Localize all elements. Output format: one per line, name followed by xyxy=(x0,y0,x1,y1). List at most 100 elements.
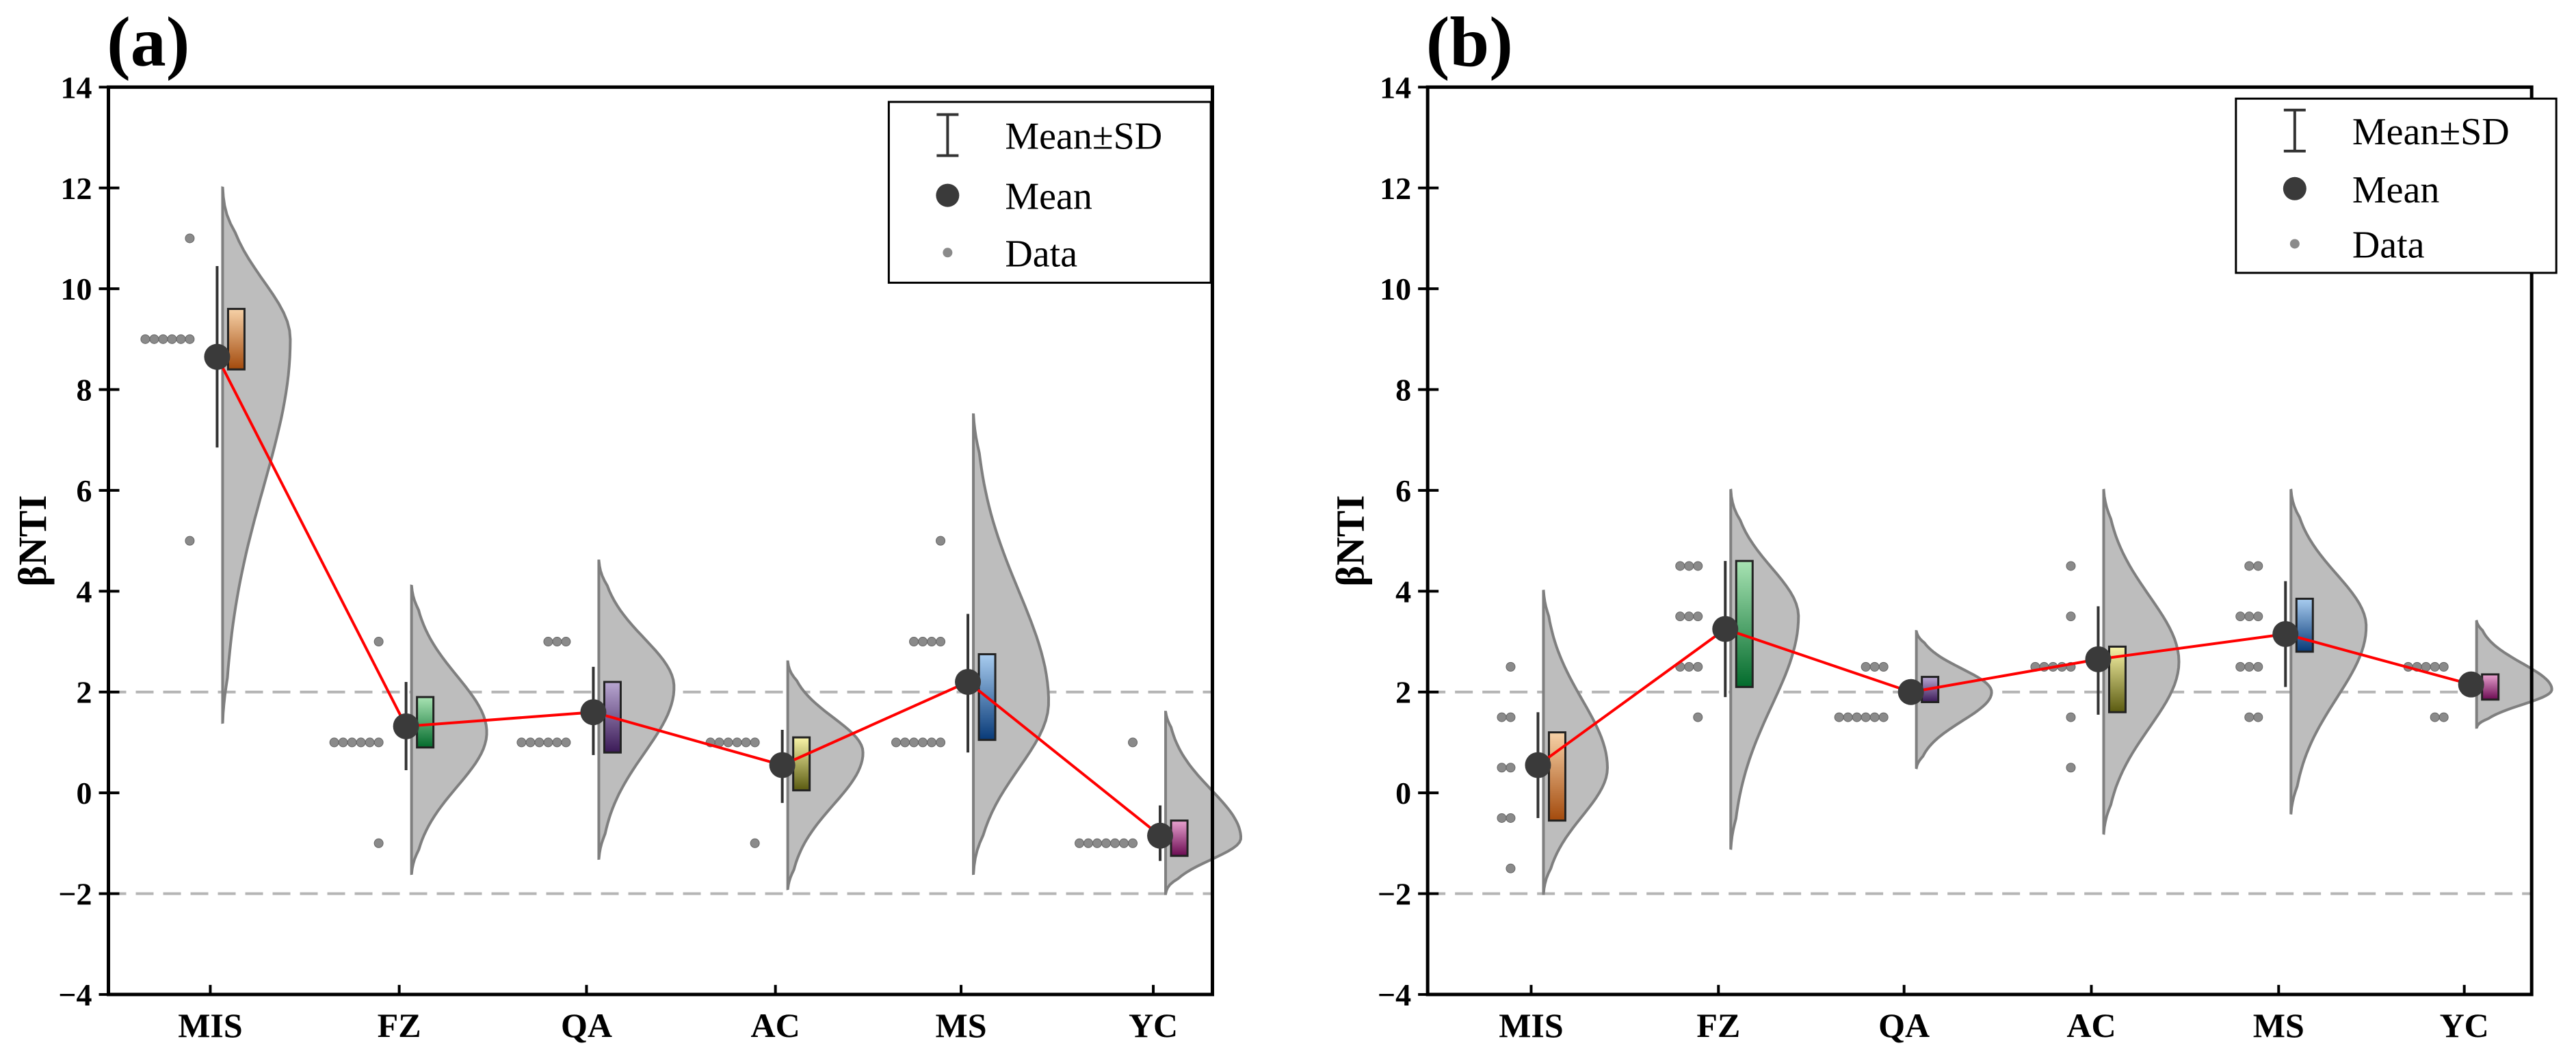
box-YC xyxy=(2481,673,2500,701)
panel-a: (a) βNTI −4 −2 0 2 4 6 8 10 12 14 MIS FZ QA AC MS YC Mean±… xyxy=(10,3,1243,1044)
y-tick-label: 8 xyxy=(1395,373,1411,408)
data-point xyxy=(149,334,159,344)
violin-AC xyxy=(2102,488,2181,835)
data-point xyxy=(176,334,186,344)
data-point xyxy=(2244,661,2255,672)
data-point xyxy=(1497,763,1507,773)
legend-data-icon xyxy=(2289,239,2300,249)
y-axis-label: βNTI xyxy=(10,495,55,587)
mean-dot-MS xyxy=(2272,620,2299,647)
data-point xyxy=(918,737,928,748)
data-point xyxy=(185,536,195,546)
data-point xyxy=(1506,661,1516,672)
data-point xyxy=(1878,712,1889,722)
data-point xyxy=(1869,712,1880,722)
data-point xyxy=(2235,612,2246,622)
legend-sd-label: Mean±SD xyxy=(2352,111,2510,153)
mean-dot-YC xyxy=(2458,671,2484,698)
data-point xyxy=(1497,813,1507,823)
y-tick-label: 10 xyxy=(1380,272,1411,306)
data-point xyxy=(1675,612,1685,622)
legend: Mean±SD Mean Data xyxy=(887,101,1212,284)
x-tick-label: QA xyxy=(1878,1006,1930,1044)
data-point xyxy=(1843,712,1853,722)
mean-dot-FZ xyxy=(393,713,419,739)
x-tick-label: AC xyxy=(2066,1006,2116,1044)
data-point xyxy=(543,637,553,647)
data-point xyxy=(561,637,571,647)
data-point xyxy=(1684,561,1694,571)
y-tick-label: 2 xyxy=(1395,675,1411,710)
data-point xyxy=(909,737,919,748)
mean-dot-QA xyxy=(1897,679,1924,705)
data-point xyxy=(2244,612,2255,622)
y-tick-label: −2 xyxy=(1378,876,1411,911)
x-tick-label: YC xyxy=(2440,1006,2489,1044)
box-YC xyxy=(1170,819,1189,857)
y-tick-label: 12 xyxy=(61,171,92,206)
data-point xyxy=(2430,661,2440,672)
x-tick-label: MS xyxy=(2253,1006,2304,1044)
box-MIS xyxy=(226,308,246,371)
data-point xyxy=(158,334,168,344)
data-point xyxy=(909,637,919,647)
y-tick-label: 0 xyxy=(1395,776,1411,811)
y-tick-label: 10 xyxy=(61,272,92,306)
box-MS xyxy=(2295,597,2314,653)
y-tick-label: 6 xyxy=(1395,473,1411,508)
y-tick-label: 2 xyxy=(77,675,92,710)
axes-frame xyxy=(1425,85,2534,997)
data-point xyxy=(1506,863,1516,873)
legend-mean-label: Mean xyxy=(2352,169,2440,211)
data-point xyxy=(2430,712,2440,722)
box-AC xyxy=(792,736,811,791)
data-point xyxy=(1101,838,1112,848)
panel-label: (a) xyxy=(107,3,189,81)
data-point xyxy=(1128,838,1138,848)
mean-dot-MIS xyxy=(204,343,231,370)
data-point xyxy=(2253,661,2263,672)
panel-b: (b) βNTI −4 −2 0 2 4 6 8 10 12 14 MIS FZ QA AC MS YC Mean±… xyxy=(1328,3,2558,1044)
y-tick-label: 8 xyxy=(77,373,92,408)
data-point xyxy=(167,334,177,344)
data-point xyxy=(2244,561,2255,571)
data-point xyxy=(936,737,946,748)
data-point xyxy=(891,737,902,748)
y-axis-label: βNTI xyxy=(1328,495,1372,587)
data-point xyxy=(1675,561,1685,571)
data-point xyxy=(1684,661,1694,672)
violin-AC xyxy=(786,660,865,891)
data-point xyxy=(516,737,527,748)
data-point xyxy=(185,233,195,244)
data-point xyxy=(2066,612,2076,622)
data-point xyxy=(750,737,760,748)
box-FZ xyxy=(1735,560,1754,688)
y-tick-label: −2 xyxy=(58,876,92,911)
data-point xyxy=(2244,712,2255,722)
data-point xyxy=(1861,661,1871,672)
y-tick-label: 14 xyxy=(61,70,92,105)
x-tick-label: MS xyxy=(936,1006,987,1044)
x-tick-label: AC xyxy=(751,1006,800,1044)
data-point xyxy=(2235,661,2246,672)
mean-trend-line xyxy=(215,356,1161,837)
data-point xyxy=(1506,763,1516,773)
y-tick-label: 14 xyxy=(1380,70,1411,105)
data-point xyxy=(1092,838,1103,848)
x-tick-label: MIS xyxy=(178,1006,242,1044)
data-point xyxy=(1083,838,1094,848)
data-point xyxy=(552,637,562,647)
data-point xyxy=(373,737,384,748)
mean-dot-MIS xyxy=(1525,752,1551,778)
data-point xyxy=(1506,813,1516,823)
data-point xyxy=(140,334,150,344)
data-point xyxy=(373,838,384,848)
data-point xyxy=(329,737,339,748)
x-tick-label: FZ xyxy=(378,1006,421,1044)
data-point xyxy=(1878,661,1889,672)
data-point xyxy=(552,737,562,748)
legend-sd-label: Mean±SD xyxy=(1005,115,1162,157)
data-point xyxy=(1693,612,1703,622)
y-tick-label: 6 xyxy=(77,473,92,508)
